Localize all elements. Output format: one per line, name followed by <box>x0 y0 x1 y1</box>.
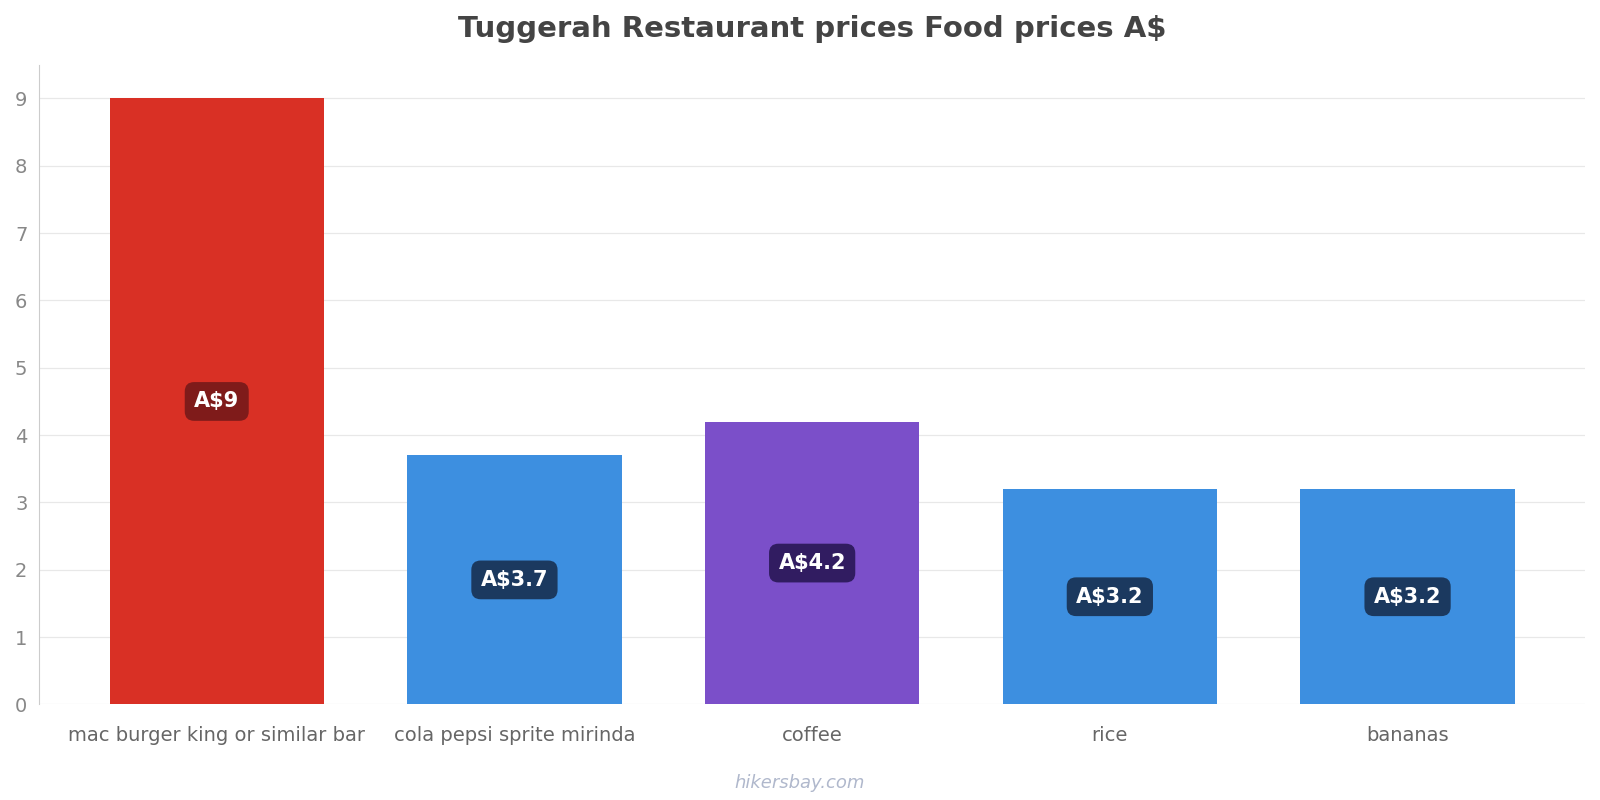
Title: Tuggerah Restaurant prices Food prices A$: Tuggerah Restaurant prices Food prices A… <box>458 15 1166 43</box>
Text: A$3.7: A$3.7 <box>480 570 549 590</box>
Bar <box>706 422 920 705</box>
Bar <box>1003 489 1218 705</box>
Text: A$9: A$9 <box>194 391 240 411</box>
Text: hikersbay.com: hikersbay.com <box>734 774 866 792</box>
Bar <box>408 455 622 705</box>
Text: A$3.2: A$3.2 <box>1374 586 1442 606</box>
Bar <box>1301 489 1515 705</box>
Bar <box>109 98 323 705</box>
Text: A$3.2: A$3.2 <box>1077 586 1144 606</box>
Text: A$4.2: A$4.2 <box>779 553 846 573</box>
